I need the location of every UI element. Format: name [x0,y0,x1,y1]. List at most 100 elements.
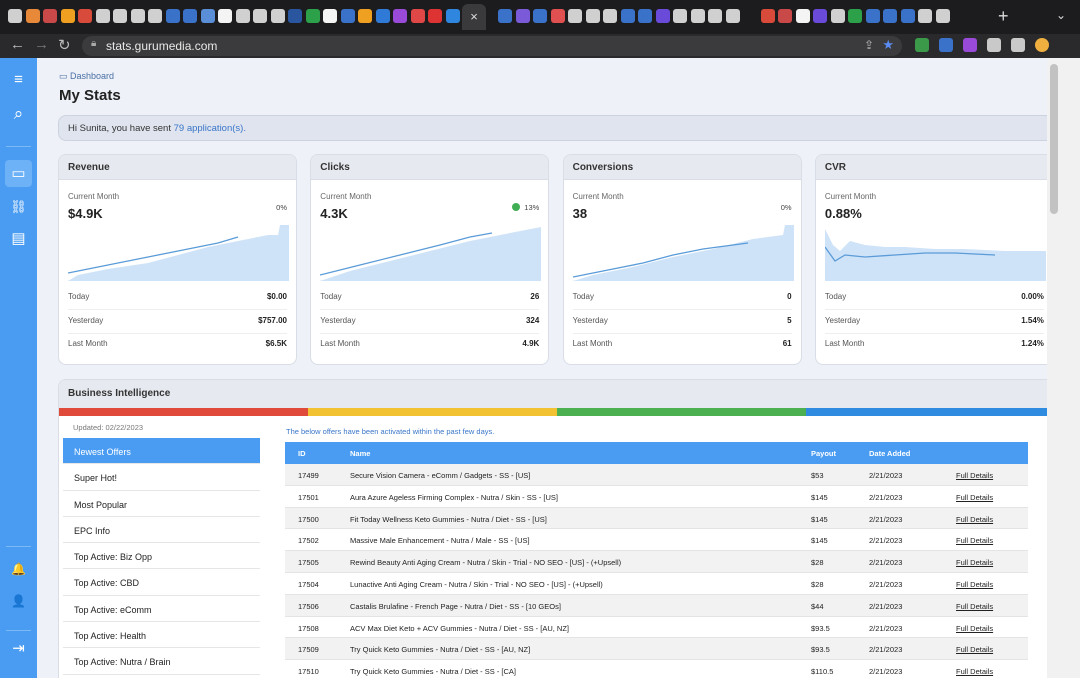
browser-tab[interactable] [78,9,92,23]
browser-tab[interactable] [130,9,145,23]
full-details-link[interactable]: Full Details [956,601,994,611]
bi-menu-item[interactable]: Super Hot! [63,464,260,491]
browser-tab[interactable] [673,9,687,23]
browser-tab[interactable] [95,9,110,23]
browser-tab[interactable] [935,9,950,23]
bi-menu-item[interactable]: Top Active: Health [63,622,260,649]
browser-tab[interactable] [288,9,302,23]
profile-avatar[interactable] [1035,38,1049,52]
share-icon[interactable]: ⇪ [863,38,874,52]
browser-tab[interactable] [813,9,827,23]
browser-tab[interactable] [43,9,57,23]
full-details-link[interactable]: Full Details [956,514,994,524]
full-details-link[interactable]: Full Details [956,623,994,633]
browser-tab[interactable] [358,9,372,23]
browser-tab[interactable] [253,9,267,23]
browser-tab[interactable] [235,9,250,23]
browser-tab[interactable] [200,9,215,23]
browser-tab[interactable] [25,9,40,23]
address-bar[interactable]: 🔒︎ stats.gurumedia.com ⇪ ★ [82,36,902,56]
browser-tab[interactable] [165,9,180,23]
browser-tab[interactable] [708,9,722,23]
browser-tab[interactable] [585,9,600,23]
browser-tab[interactable] [865,9,880,23]
dashboard-icon[interactable]: ▭ [5,160,32,187]
browser-tab[interactable] [270,9,285,23]
scrollbar-thumb[interactable] [1050,64,1058,214]
browser-tab[interactable] [8,9,22,23]
browser-tab[interactable] [323,9,337,23]
browser-tab[interactable] [515,9,530,23]
browser-tab[interactable] [340,9,355,23]
bi-menu-item[interactable]: Most Popular [63,491,260,517]
browser-tab[interactable] [603,9,617,23]
full-details-link[interactable]: Full Details [956,536,994,546]
browser-tab[interactable] [690,9,705,23]
tracking-link-icon[interactable]: ⛓ [10,199,27,214]
browser-tab[interactable] [795,9,810,23]
cell-id: 17499 [298,471,319,480]
browser-tab[interactable] [848,9,862,23]
breadcrumb-dashboard[interactable]: Dashboard [70,71,115,81]
browser-tab[interactable] [550,9,565,23]
reload-icon[interactable]: ↻ [58,37,71,54]
tab-search-icon[interactable]: ⌄ [1056,8,1067,22]
browser-tab[interactable] [410,9,425,23]
full-details-link[interactable]: Full Details [956,558,994,568]
browser-tab[interactable] [655,9,670,23]
bell-icon[interactable]: 🔔 [11,562,26,576]
bi-menu-item[interactable]: Top Active: Nutra / Brain [63,648,260,675]
browser-tab[interactable] [113,9,127,23]
browser-tab[interactable] [743,9,757,23]
extension-icon[interactable] [987,38,1001,52]
forward-icon[interactable]: → [34,36,49,53]
browser-tab[interactable] [620,9,635,23]
sparkline-line [320,232,493,276]
offers-folder-icon[interactable]: ▤ [11,230,26,247]
browser-tab[interactable] [725,9,740,23]
extension-icon[interactable] [963,38,977,52]
back-icon[interactable]: ← [10,36,25,53]
breadcrumb[interactable]: ▭ Dashboard [59,71,114,82]
collapse-sidebar-icon[interactable]: ⇥ [12,640,25,657]
full-details-link[interactable]: Full Details [956,667,994,677]
browser-tab[interactable] [393,9,407,23]
bi-menu-item[interactable]: Newest Offers [63,438,260,465]
full-details-link[interactable]: Full Details [956,471,994,480]
browser-tab[interactable] [533,9,547,23]
browser-tab[interactable] [918,9,932,23]
extension-icon[interactable] [1011,38,1025,52]
browser-tab[interactable] [638,9,652,23]
browser-tab[interactable] [778,9,792,23]
bookmark-star-icon[interactable]: ★ [882,37,894,52]
browser-tab[interactable] [218,9,232,23]
menu-icon[interactable]: ≡ [14,71,23,88]
browser-tab[interactable] [900,9,915,23]
active-tab-close-icon[interactable]: × [462,4,486,30]
browser-tab[interactable] [375,9,390,23]
user-icon[interactable]: 👤 [11,594,26,608]
browser-tab[interactable] [428,9,442,23]
extension-icon[interactable] [939,38,953,52]
browser-tab[interactable] [148,9,162,23]
bi-menu-item[interactable]: Top Active: Biz Opp [63,543,260,570]
full-details-link[interactable]: Full Details [956,579,994,589]
bi-menu-item[interactable]: Top Active: eComm [63,596,260,623]
browser-tab[interactable] [445,9,460,23]
browser-tab[interactable] [305,9,320,23]
browser-tab[interactable] [830,9,845,23]
browser-tab[interactable] [498,9,512,23]
browser-tab[interactable] [183,9,197,23]
search-icon[interactable]: ⌕ [13,104,24,123]
extension-icon[interactable] [915,38,929,52]
bi-menu-item[interactable]: Top Active: CBD [63,569,260,596]
bi-menu-item[interactable]: EPC Info [63,517,260,544]
full-details-link[interactable]: Full Details [956,492,994,502]
full-details-link[interactable]: Full Details [956,645,994,655]
new-tab-button[interactable]: + [998,6,1009,26]
browser-tab[interactable] [760,9,775,23]
applications-link[interactable]: 79 application(s). [173,123,246,134]
browser-tab[interactable] [568,9,582,23]
browser-tab[interactable] [60,9,75,23]
browser-tab[interactable] [883,9,897,23]
